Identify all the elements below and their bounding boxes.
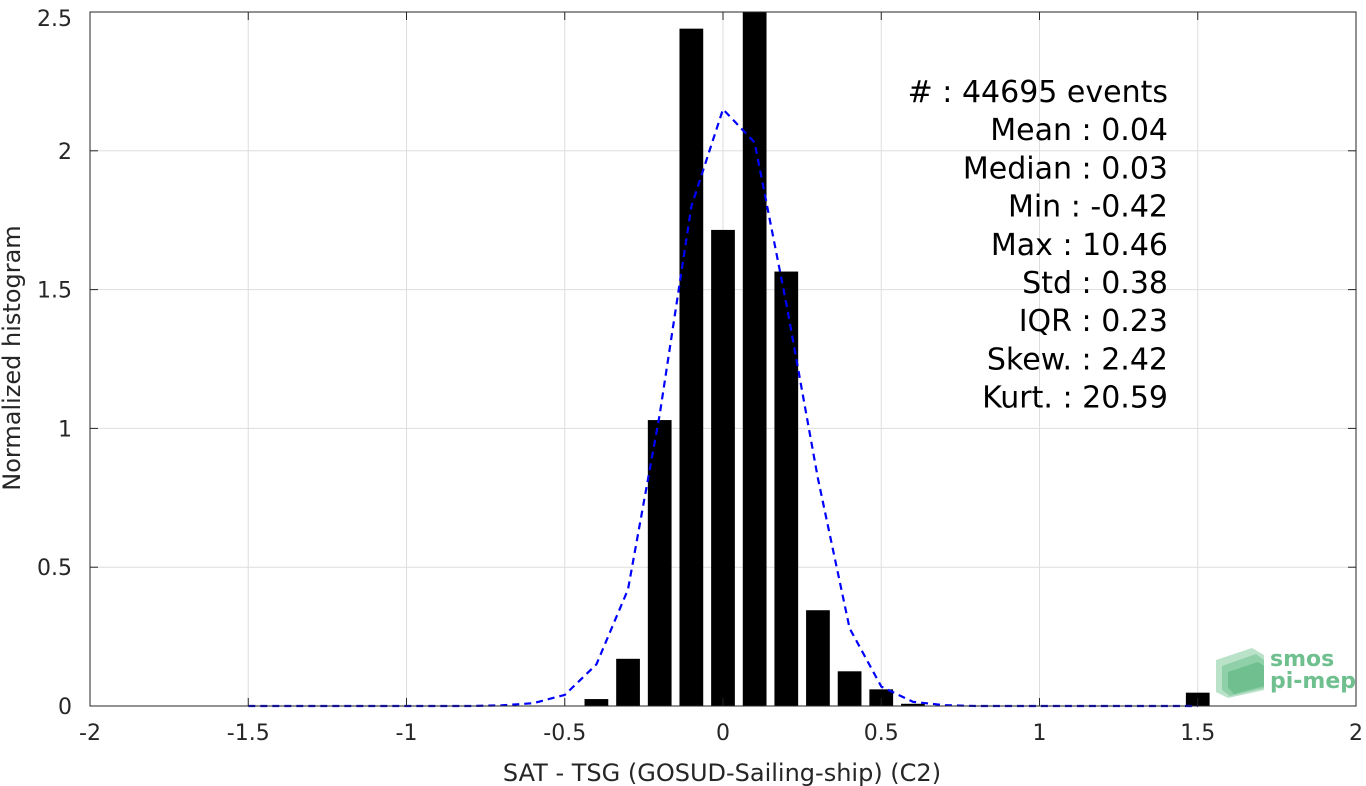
logo-waves-icon	[1216, 648, 1264, 698]
x-tick-label: -2	[79, 721, 101, 746]
stat-line: Median : 0.03	[963, 151, 1168, 186]
histogram-bars	[584, 12, 1210, 706]
stat-line: Min : -0.42	[1008, 190, 1168, 225]
histogram-bar	[806, 610, 830, 706]
y-tick-label: 2.5	[37, 7, 72, 32]
x-tick-label: 1.5	[1180, 721, 1215, 746]
x-tick-label: 1	[1033, 721, 1047, 746]
x-axis-ticks: -2 -1.5 -1 -0.5 0 0.5 1 1.5 2	[79, 12, 1363, 746]
y-axis-ticks: 0 0.5 1 1.5 2 2.5	[37, 7, 1356, 720]
y-tick-label: 1	[58, 417, 72, 442]
y-tick-label: 0	[58, 695, 72, 720]
stat-line: # : 44695 events	[908, 75, 1168, 110]
histogram-bar	[647, 420, 672, 706]
smos-pimep-logo: smos pi-mep	[1216, 647, 1356, 698]
y-axis-label: Normalized histogram	[0, 225, 26, 490]
histogram-bar	[679, 28, 704, 706]
stat-line: Skew. : 2.42	[987, 342, 1168, 377]
stat-line: Max : 10.46	[991, 228, 1168, 263]
logo-line2: pi-mep	[1270, 669, 1356, 694]
x-tick-label: -0.5	[543, 721, 586, 746]
x-tick-label: 0.5	[864, 721, 899, 746]
x-axis-label: SAT - TSG (GOSUD-Sailing-ship) (C2)	[503, 759, 941, 786]
histogram-bar	[901, 703, 925, 706]
y-tick-label: 1.5	[37, 279, 72, 304]
y-tick-label: 0.5	[37, 556, 72, 581]
stat-line: IQR : 0.23	[1019, 304, 1168, 339]
stat-line: Kurt. : 20.59	[982, 381, 1168, 416]
histogram-bar	[584, 699, 609, 706]
x-tick-label: -1	[396, 721, 418, 746]
stat-line: Mean : 0.04	[990, 113, 1168, 148]
histogram-bar	[616, 658, 640, 706]
y-tick-label: 2	[58, 140, 72, 165]
histogram-bar	[837, 671, 862, 706]
logo-line1: smos	[1270, 647, 1334, 672]
histogram-bar	[774, 271, 799, 706]
x-tick-label: 2	[1349, 721, 1363, 746]
x-tick-label: 0	[716, 721, 730, 746]
x-tick-label: -1.5	[227, 721, 270, 746]
stat-line: Std : 0.38	[1022, 266, 1168, 301]
histogram-bar	[869, 689, 894, 706]
histogram-bar	[711, 229, 735, 706]
histogram-bar	[742, 12, 767, 706]
